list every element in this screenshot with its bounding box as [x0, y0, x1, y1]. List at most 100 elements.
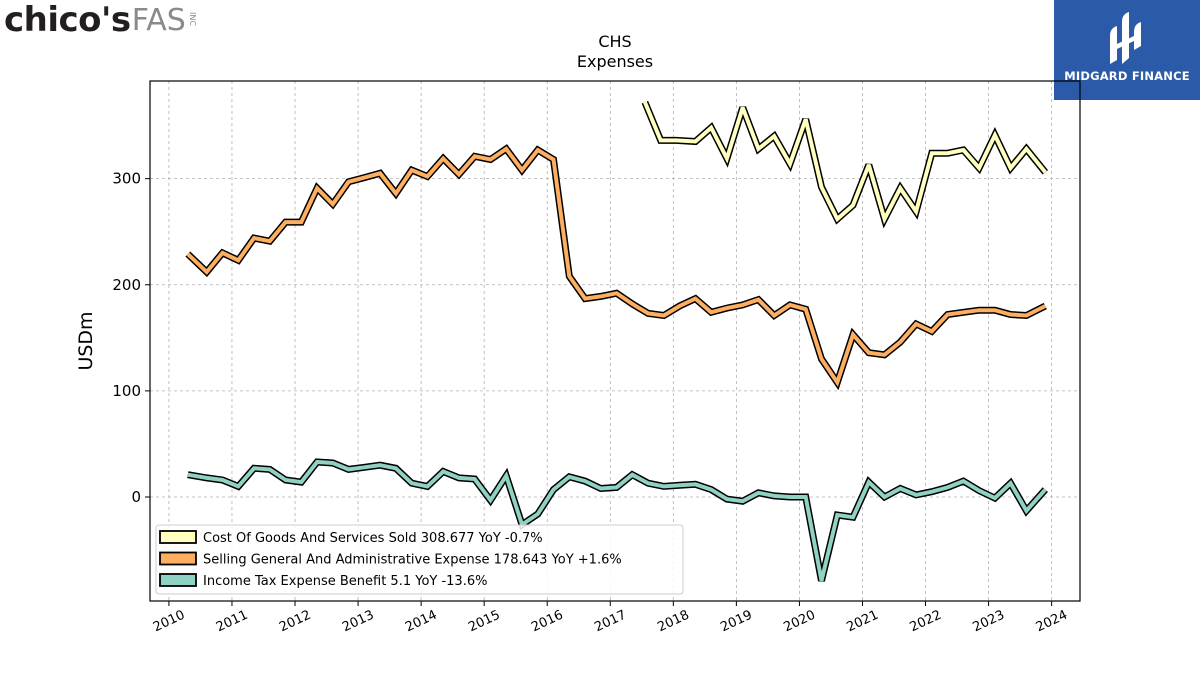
data-point-income-tax-expense-benefit [394, 466, 398, 470]
series-outline-selling-general-and-administrative-expense [185, 144, 1047, 391]
data-point-income-tax-expense-benefit [867, 480, 871, 484]
data-point-income-tax-expense-benefit [252, 466, 256, 470]
data-point-cost-of-goods-and-services-sold [693, 140, 697, 144]
legend-swatch [159, 530, 197, 544]
data-point-selling-general-and-administrative-expense [205, 270, 209, 274]
data-point-selling-general-and-administrative-expense [930, 329, 934, 333]
data-point-income-tax-expense-benefit [583, 479, 587, 483]
data-point-selling-general-and-administrative-expense [835, 380, 839, 384]
data-point-income-tax-expense-benefit [347, 467, 351, 471]
legend-swatch [159, 573, 197, 587]
data-point-income-tax-expense-benefit [504, 474, 508, 478]
data-point-income-tax-expense-benefit [630, 473, 634, 477]
data-point-selling-general-and-administrative-expense [599, 294, 603, 298]
x-tick-label: 2020 [781, 608, 817, 636]
x-tick-label: 2011 [214, 608, 250, 636]
data-point-selling-general-and-administrative-expense [804, 307, 808, 311]
data-point-selling-general-and-administrative-expense [898, 340, 902, 344]
data-point-cost-of-goods-and-services-sold [756, 147, 760, 151]
data-point-income-tax-expense-benefit [221, 478, 225, 482]
data-point-selling-general-and-administrative-expense [552, 158, 556, 162]
data-point-cost-of-goods-and-services-sold [946, 151, 950, 155]
data-point-income-tax-expense-benefit [804, 495, 808, 499]
y-tick-label: 300 [112, 170, 141, 188]
data-point-income-tax-expense-benefit [788, 495, 792, 499]
data-point-selling-general-and-administrative-expense [615, 291, 619, 295]
data-point-income-tax-expense-benefit [536, 512, 540, 516]
data-point-selling-general-and-administrative-expense [252, 236, 256, 240]
data-point-cost-of-goods-and-services-sold [993, 133, 997, 137]
data-point-income-tax-expense-benefit [425, 484, 429, 488]
data-point-selling-general-and-administrative-expense [347, 180, 351, 184]
data-point-selling-general-and-administrative-expense [378, 171, 382, 175]
x-tick-label: 2015 [466, 608, 502, 636]
data-point-selling-general-and-administrative-expense [186, 252, 190, 256]
data-point-cost-of-goods-and-services-sold [788, 162, 792, 166]
data-point-selling-general-and-administrative-expense [741, 303, 745, 307]
grid-lines [150, 81, 1080, 601]
data-point-selling-general-and-administrative-expense [977, 308, 981, 312]
data-point-income-tax-expense-benefit [1009, 481, 1013, 485]
logo-wordmark: chico's [4, 0, 131, 40]
data-point-income-tax-expense-benefit [315, 460, 319, 464]
data-point-selling-general-and-administrative-expense [788, 303, 792, 307]
partner-name: MIDGARD FINANCE [1064, 69, 1190, 83]
data-point-income-tax-expense-benefit [284, 478, 288, 482]
data-point-selling-general-and-administrative-expense [883, 353, 887, 357]
data-point-cost-of-goods-and-services-sold [898, 186, 902, 190]
series-line-income-tax-expense-benefit [187, 459, 1047, 582]
data-point-income-tax-expense-benefit [378, 463, 382, 467]
data-point-income-tax-expense-benefit [410, 481, 414, 485]
data-point-cost-of-goods-and-services-sold [835, 217, 839, 221]
data-point-selling-general-and-administrative-expense [662, 314, 666, 318]
data-point-cost-of-goods-and-services-sold [1024, 147, 1028, 151]
data-point-cost-of-goods-and-services-sold [804, 117, 808, 121]
data-point-cost-of-goods-and-services-sold [914, 210, 918, 214]
data-point-income-tax-expense-benefit [835, 513, 839, 517]
data-point-income-tax-expense-benefit [236, 484, 240, 488]
data-point-selling-general-and-administrative-expense [284, 220, 288, 224]
legend-swatch [159, 551, 197, 566]
data-point-selling-general-and-administrative-expense [756, 298, 760, 302]
legend-label: Income Tax Expense Benefit 5.1 YoY -13.6… [203, 574, 487, 589]
data-point-cost-of-goods-and-services-sold [675, 138, 679, 142]
data-point-selling-general-and-administrative-expense [236, 258, 240, 262]
data-point-selling-general-and-administrative-expense [914, 322, 918, 326]
data-point-selling-general-and-administrative-expense [315, 186, 319, 190]
y-axis-label: USDm [75, 311, 97, 370]
data-point-income-tax-expense-benefit [662, 484, 666, 488]
data-point-selling-general-and-administrative-expense [867, 351, 871, 355]
data-point-income-tax-expense-benefit [756, 491, 760, 495]
data-point-selling-general-and-administrative-expense [772, 314, 776, 318]
data-point-income-tax-expense-benefit [489, 498, 493, 502]
x-tick-label: 2010 [151, 608, 187, 636]
data-point-cost-of-goods-and-services-sold [1009, 166, 1013, 170]
data-point-selling-general-and-administrative-expense [536, 148, 540, 152]
legend: Cost Of Goods And Services Sold 308.677 … [155, 524, 684, 595]
data-point-selling-general-and-administrative-expense [331, 202, 335, 206]
data-point-selling-general-and-administrative-expense [268, 239, 272, 243]
data-point-income-tax-expense-benefit [362, 465, 366, 469]
data-point-selling-general-and-administrative-expense [851, 333, 855, 337]
chicos-fas-logo: chico's FAS INC [4, 0, 197, 40]
data-point-income-tax-expense-benefit [186, 473, 190, 477]
data-point-cost-of-goods-and-services-sold [709, 126, 713, 130]
x-tick-label: 2012 [277, 608, 313, 636]
data-point-income-tax-expense-benefit [772, 494, 776, 498]
data-point-selling-general-and-administrative-expense [1043, 304, 1047, 308]
data-point-selling-general-and-administrative-expense [709, 310, 713, 314]
legend-label: Selling General And Administrative Expen… [203, 553, 622, 568]
data-point-selling-general-and-administrative-expense [520, 168, 524, 172]
data-point-income-tax-expense-benefit [646, 481, 650, 485]
data-point-selling-general-and-administrative-expense [473, 154, 477, 158]
data-point-selling-general-and-administrative-expense [693, 297, 697, 301]
data-point-income-tax-expense-benefit [851, 515, 855, 519]
data-point-income-tax-expense-benefit [473, 477, 477, 481]
data-point-income-tax-expense-benefit [930, 490, 934, 494]
data-point-selling-general-and-administrative-expense [630, 302, 634, 306]
data-point-income-tax-expense-benefit [693, 482, 697, 486]
data-point-selling-general-and-administrative-expense [410, 168, 414, 172]
midgard-mark-icon [1110, 12, 1141, 64]
data-point-income-tax-expense-benefit [441, 470, 445, 474]
data-point-income-tax-expense-benefit [725, 497, 729, 501]
